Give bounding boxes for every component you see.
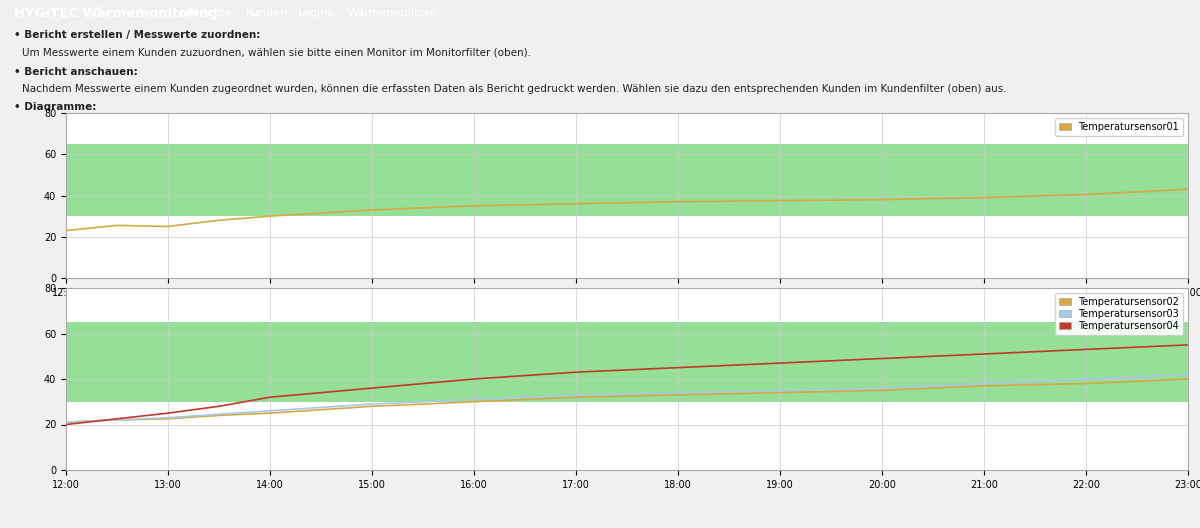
Text: Logins: Logins [298, 8, 334, 18]
Text: • Bericht anschauen:: • Bericht anschauen: [14, 67, 138, 77]
Text: • Bericht erstellen / Messwerte zuordnen:: • Bericht erstellen / Messwerte zuordnen… [14, 30, 260, 40]
Legend: Temperatursensor01: Temperatursensor01 [1055, 118, 1183, 136]
Text: Kunden: Kunden [246, 8, 288, 18]
Text: • Diagramme:: • Diagramme: [14, 102, 97, 112]
Text: Berichte: Berichte [186, 8, 233, 18]
Bar [66, 322, 1188, 402]
Legend: Temperatursensor02, Temperatursensor03, Temperatursensor04: Temperatursensor02, Temperatursensor03, … [1055, 293, 1183, 335]
Text: Um Messwerte einem Kunden zuzuordnen, wählen sie bitte einen Monitor im Monitorf: Um Messwerte einem Kunden zuzuordnen, wä… [22, 47, 530, 57]
Text: Wärmemonitore: Wärmemonitore [348, 8, 438, 18]
Bar [66, 144, 1188, 216]
Text: Nachdem Messwerte einem Kunden zugeordnet wurden, können die erfassten Daten als: Nachdem Messwerte einem Kunden zugeordne… [22, 84, 1007, 94]
Text: HYGiTEC Wärmemonitoring: HYGiTEC Wärmemonitoring [14, 6, 218, 20]
